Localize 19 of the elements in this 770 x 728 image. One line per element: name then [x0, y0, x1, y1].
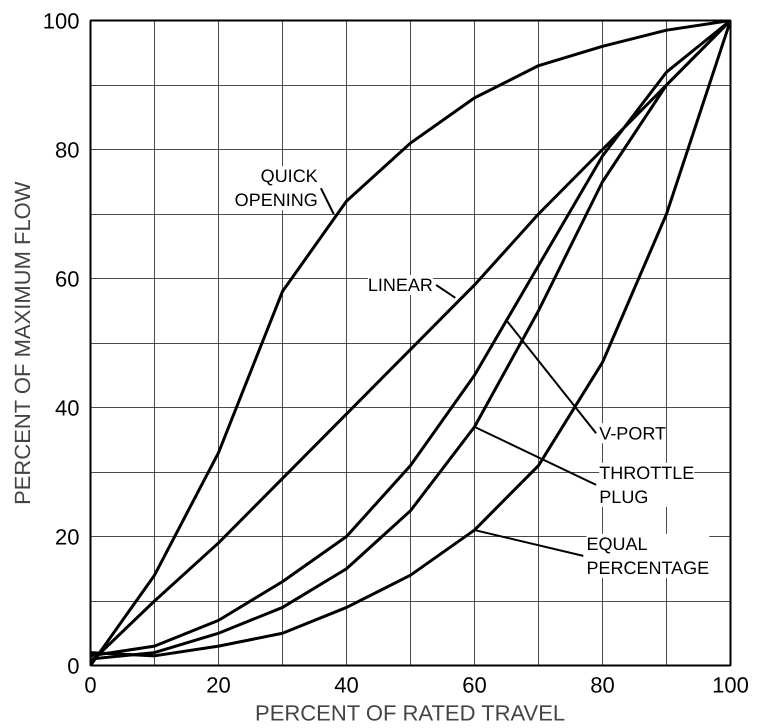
y-tick-label: 80: [55, 138, 80, 162]
annotation: QUICK OPENING: [234, 166, 318, 210]
y-tick-label: 0: [67, 654, 80, 678]
annotation: THROTTLE PLUG: [599, 462, 694, 507]
x-tick-label: 0: [84, 672, 97, 698]
annotation: V-PORT: [599, 423, 666, 444]
x-tick-label: 20: [206, 672, 231, 698]
y-tick-label: 20: [55, 524, 80, 550]
x-axis-title: PERCENT OF RATED TRAVEL: [255, 700, 566, 726]
y-tick-label: 40: [55, 396, 80, 420]
y-tick-label: 60: [55, 266, 80, 292]
annotation: EQUAL PERCENTAGE: [586, 534, 710, 578]
x-tick-label: 100: [712, 672, 749, 698]
y-tick-label: 100: [42, 8, 80, 34]
y-axis-title: PERCENT OF MAXIMUM FLOW: [10, 181, 35, 505]
x-tick-label: 40: [334, 672, 359, 698]
x-tick-label: 60: [462, 672, 487, 698]
annotation: LINEAR: [368, 274, 433, 295]
x-tick-label: 80: [590, 672, 615, 698]
